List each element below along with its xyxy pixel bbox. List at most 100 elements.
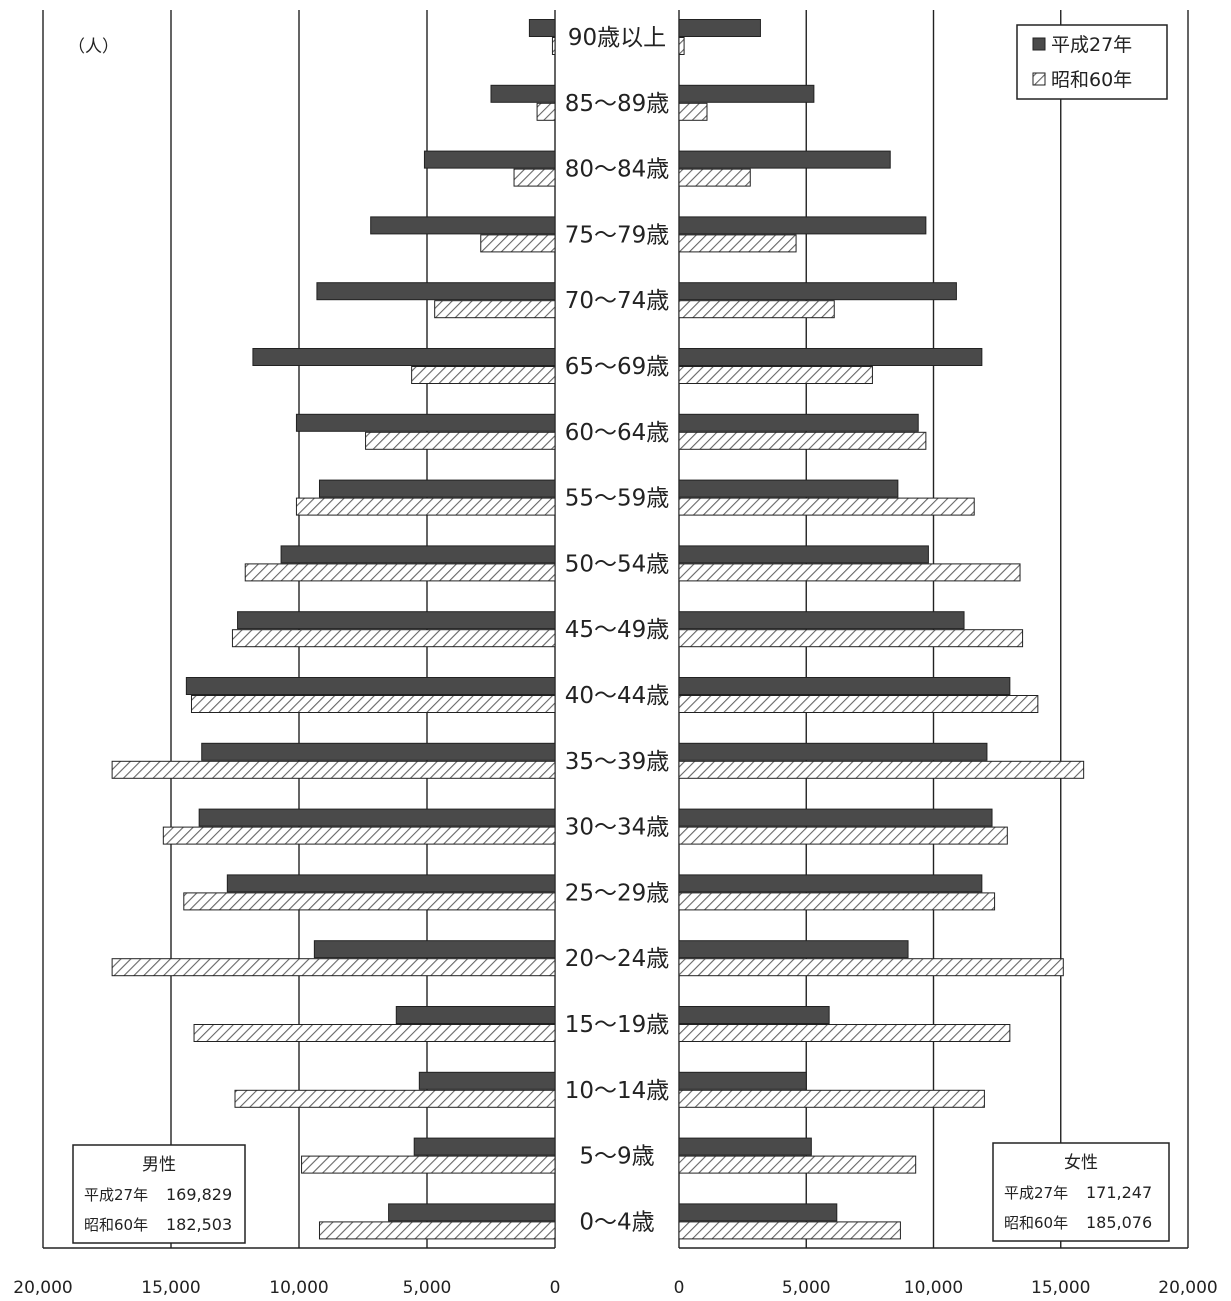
bar-male-heisei27: [280, 545, 556, 564]
female-tick-label: 0: [674, 1278, 685, 1298]
bar-female-heisei27: [678, 808, 993, 827]
bar-female-heisei27: [678, 1203, 838, 1222]
bar-male-showa60: [434, 300, 556, 319]
bar-female-showa60: [678, 563, 1021, 582]
male-totals-value-showa60: 182,503: [166, 1215, 232, 1234]
bar-male-showa60: [111, 958, 556, 977]
bar-male-showa60: [536, 102, 556, 121]
bar-male-showa60: [480, 234, 556, 253]
bar-female-showa60: [678, 168, 751, 187]
bar-male-showa60: [234, 1089, 556, 1108]
bar-female-heisei27: [678, 1006, 830, 1024]
bar-female-heisei27: [678, 874, 983, 893]
female-totals-value-heisei27: 171,247: [1086, 1183, 1152, 1202]
bar-male-showa60: [411, 366, 556, 384]
bar-male-showa60: [231, 629, 556, 648]
legend: 平成27年 昭和60年: [1016, 24, 1168, 100]
legend-label-showa60: 昭和60年: [1051, 69, 1132, 91]
bar-female-showa60: [678, 102, 708, 121]
age-group-label: 60～64歳: [565, 420, 670, 446]
age-group-label: 15～19歳: [565, 1012, 670, 1038]
legend-swatch-showa60: [1032, 72, 1046, 86]
bar-female-showa60: [678, 300, 835, 319]
male-totals-title: 男性: [142, 1155, 176, 1175]
bar-male-heisei27: [490, 84, 556, 103]
bar-female-showa60: [678, 958, 1064, 977]
bar-female-heisei27: [678, 742, 988, 761]
bar-female-showa60: [678, 892, 996, 911]
age-group-label: 40～44歳: [565, 683, 670, 709]
male-tick-label: 10,000: [269, 1278, 328, 1298]
bar-female-heisei27: [678, 1137, 812, 1156]
legend-swatch-heisei27: [1032, 37, 1046, 51]
bar-male-heisei27: [198, 808, 556, 827]
bar-female-showa60: [678, 1089, 985, 1108]
bar-male-heisei27: [185, 677, 556, 695]
bar-male-showa60: [318, 1221, 556, 1240]
female-tick-label: 20,000: [1158, 1278, 1217, 1298]
male-tick-label: 5,000: [403, 1278, 452, 1298]
bar-male-showa60: [513, 168, 556, 187]
bar-female-showa60: [678, 760, 1085, 779]
bar-female-showa60: [678, 366, 873, 384]
bar-male-heisei27: [201, 742, 556, 761]
female-tick-label: 5,000: [782, 1278, 831, 1298]
age-group-label: 55～59歳: [565, 486, 670, 512]
male-totals-box: 男性 平成27年 169,829 昭和60年 182,503: [72, 1144, 246, 1244]
female-totals-label-heisei27: 平成27年: [1004, 1184, 1068, 1202]
female-totals-frame: [992, 1142, 1170, 1242]
age-group-label: 20～24歳: [565, 946, 670, 972]
bar-male-showa60: [551, 37, 556, 55]
female-totals-label-showa60: 昭和60年: [1004, 1214, 1068, 1232]
female-totals-value-showa60: 185,076: [1086, 1213, 1152, 1232]
male-totals-frame: [72, 1144, 246, 1244]
male-totals-label-heisei27: 平成27年: [84, 1186, 148, 1204]
age-group-label: 5～9歳: [579, 1144, 654, 1170]
bar-male-heisei27: [528, 19, 556, 37]
bar-female-showa60: [678, 826, 1008, 845]
bar-male-heisei27: [388, 1203, 556, 1222]
bar-female-heisei27: [678, 216, 927, 235]
bar-male-heisei27: [252, 348, 556, 366]
age-group-label: 70～74歳: [565, 288, 670, 314]
male-tick-label: 15,000: [141, 1278, 200, 1298]
bar-female-heisei27: [678, 19, 761, 37]
age-group-label: 35～39歳: [565, 749, 670, 775]
bar-male-heisei27: [395, 1006, 556, 1024]
age-group-label: 0～4歳: [579, 1209, 654, 1235]
bar-male-showa60: [244, 563, 556, 582]
bar-female-showa60: [678, 1221, 901, 1240]
bar-male-heisei27: [295, 413, 556, 432]
bar-male-showa60: [301, 1155, 556, 1174]
age-group-label: 85～89歳: [565, 91, 670, 117]
bar-female-heisei27: [678, 545, 929, 564]
bar-female-showa60: [678, 1024, 1011, 1042]
female-tick-label: 15,000: [1031, 1278, 1090, 1298]
age-group-label: 90歳以上: [568, 25, 666, 51]
bar-male-showa60: [111, 760, 556, 779]
bar-male-showa60: [162, 826, 556, 845]
bar-female-heisei27: [678, 940, 909, 959]
bar-male-heisei27: [370, 216, 556, 235]
bar-male-showa60: [193, 1024, 556, 1042]
age-group-label: 45～49歳: [565, 617, 670, 643]
bar-female-heisei27: [678, 413, 919, 432]
male-totals-value-heisei27: 169,829: [166, 1185, 232, 1204]
bar-male-heisei27: [423, 150, 556, 169]
legend-frame: [1016, 24, 1168, 100]
age-group-label: 65～69歳: [565, 354, 670, 380]
bar-female-heisei27: [678, 1071, 807, 1090]
age-group-label: 10～14歳: [565, 1078, 670, 1104]
bar-female-heisei27: [678, 150, 891, 169]
bar-female-heisei27: [678, 348, 983, 366]
bar-female-showa60: [678, 234, 797, 253]
age-group-label: 80～84歳: [565, 157, 670, 183]
bars-layer: [111, 19, 1085, 1240]
age-group-label: 25～29歳: [565, 880, 670, 906]
bar-female-showa60: [678, 37, 685, 55]
bar-male-showa60: [365, 431, 556, 450]
unit-label: （人）: [68, 37, 119, 57]
female-totals-box: 女性 平成27年 171,247 昭和60年 185,076: [992, 1142, 1170, 1242]
bar-female-showa60: [678, 431, 927, 450]
